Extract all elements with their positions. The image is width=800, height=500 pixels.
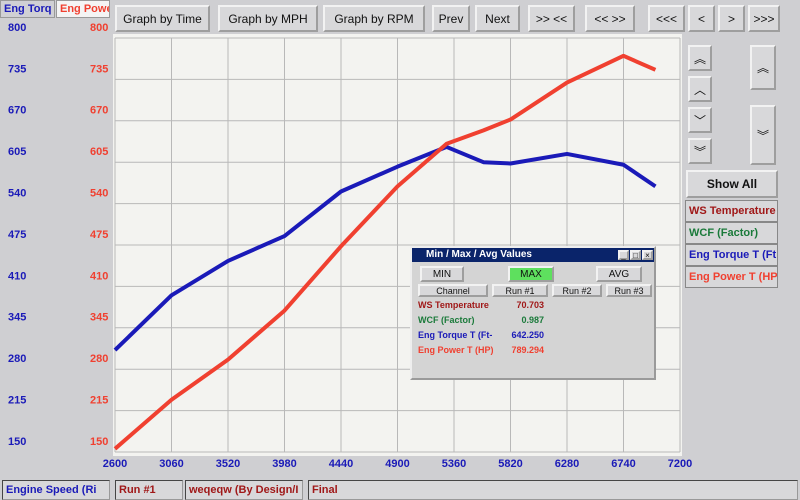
- legend-entry[interactable]: WS Temperature: [685, 200, 778, 222]
- x-tick-label: 5360: [442, 458, 466, 470]
- legend-entry[interactable]: Eng Torque T (Ft: [685, 244, 778, 266]
- y-tick-label: 800: [8, 22, 26, 34]
- row-name: Eng Torque T (Ft-: [418, 330, 493, 340]
- x-tick-label: 4440: [329, 458, 353, 470]
- scroll-down-fast[interactable]: ︾: [688, 138, 712, 164]
- y2-axis-label: Eng Powe: [56, 0, 110, 18]
- x-tick-label: 7200: [668, 458, 692, 470]
- dialog-title: Min / Max / Avg Values: [412, 248, 654, 262]
- column-header: Run #3: [606, 284, 652, 297]
- y2-tick-label: 345: [90, 312, 108, 324]
- x-tick-label: 3520: [216, 458, 240, 470]
- y-tick-label: 215: [8, 395, 26, 407]
- y2-tick-label: 150: [90, 436, 108, 448]
- scroll-down[interactable]: ﹀: [688, 107, 712, 133]
- row-name: WCF (Factor): [418, 315, 475, 325]
- row-value: 642.250: [511, 330, 544, 340]
- y2-tick-label: 735: [90, 63, 108, 75]
- row-value: 70.703: [516, 300, 544, 310]
- column-header: Run #1: [492, 284, 548, 297]
- toolbar-button[interactable]: >>>: [748, 5, 780, 32]
- status-field: Run #1: [115, 480, 183, 500]
- x-tick-label: 6280: [555, 458, 579, 470]
- row-name: Eng Power T (HP): [418, 345, 494, 355]
- status-field: weqeqw (By Design/I: [185, 480, 303, 500]
- dialog-button[interactable]: MIN: [420, 266, 464, 282]
- toolbar-button[interactable]: >> <<: [528, 5, 575, 32]
- x-tick-label: 4900: [385, 458, 409, 470]
- column-header: Channel: [418, 284, 488, 297]
- y-tick-label: 345: [8, 312, 26, 324]
- toolbar-button[interactable]: <: [688, 5, 715, 32]
- toolbar-button[interactable]: >: [718, 5, 745, 32]
- y-tick-label: 475: [8, 229, 26, 241]
- y-tick-label: 280: [8, 353, 26, 365]
- y2-tick-label: 540: [90, 188, 108, 200]
- dialog-button[interactable]: AVG: [596, 266, 642, 282]
- toolbar-button[interactable]: Prev: [432, 5, 470, 32]
- x-tick-label: 6740: [611, 458, 635, 470]
- y2-tick-label: 670: [90, 105, 108, 117]
- scroll-up[interactable]: ︿: [688, 76, 712, 102]
- show-all-button[interactable]: Show All: [686, 170, 778, 198]
- y-tick-label: 670: [8, 105, 26, 117]
- y2-tick-label: 215: [90, 395, 108, 407]
- dialog-button[interactable]: MAX: [508, 266, 554, 282]
- toolbar-button[interactable]: Next: [475, 5, 520, 32]
- y2-tick-label: 475: [90, 229, 108, 241]
- zoom-out[interactable]: ︾: [750, 105, 776, 165]
- y2-tick-label: 605: [90, 146, 108, 158]
- scroll-up-fast[interactable]: ︽: [688, 45, 712, 71]
- y-tick-label: 605: [8, 146, 26, 158]
- legend-entry[interactable]: WCF (Factor): [685, 222, 778, 244]
- y-tick-label: 150: [8, 436, 26, 448]
- y-tick-label: 410: [8, 270, 26, 282]
- legend-entry[interactable]: Eng Power T (HP: [685, 266, 778, 288]
- y-axis-label: Eng Torq: [0, 0, 55, 18]
- y2-tick-label: 800: [90, 22, 108, 34]
- maximize[interactable]: □: [630, 250, 641, 260]
- toolbar-button[interactable]: Graph by Time: [115, 5, 210, 32]
- x-tick-label: 2600: [103, 458, 127, 470]
- x-tick-label: 5820: [498, 458, 522, 470]
- y-tick-label: 735: [8, 63, 26, 75]
- minimize[interactable]: _: [618, 250, 629, 260]
- toolbar-button[interactable]: Graph by RPM: [323, 5, 425, 32]
- row-value: 0.987: [521, 315, 544, 325]
- x-tick-label: 3060: [159, 458, 183, 470]
- row-name: WS Temperature: [418, 300, 489, 310]
- toolbar-button[interactable]: Graph by MPH: [218, 5, 318, 32]
- toolbar-button[interactable]: << >>: [585, 5, 635, 32]
- x-tick-label: 3980: [272, 458, 296, 470]
- close[interactable]: ×: [642, 250, 653, 260]
- y-tick-label: 540: [8, 188, 26, 200]
- min-max-dialog: Min / Max / Avg Values _ □ × MIN MAX AVG Ch…: [410, 246, 656, 380]
- status-field: Final: [308, 480, 798, 500]
- zoom-in[interactable]: ︽: [750, 45, 776, 90]
- status-field: Engine Speed (Ri: [2, 480, 110, 500]
- y2-tick-label: 280: [90, 353, 108, 365]
- series-line: [113, 53, 657, 451]
- row-value: 789.294: [511, 345, 544, 355]
- column-header: Run #2: [552, 284, 602, 297]
- series-line: [113, 144, 657, 352]
- toolbar-button[interactable]: <<<: [648, 5, 685, 32]
- y2-tick-label: 410: [90, 270, 108, 282]
